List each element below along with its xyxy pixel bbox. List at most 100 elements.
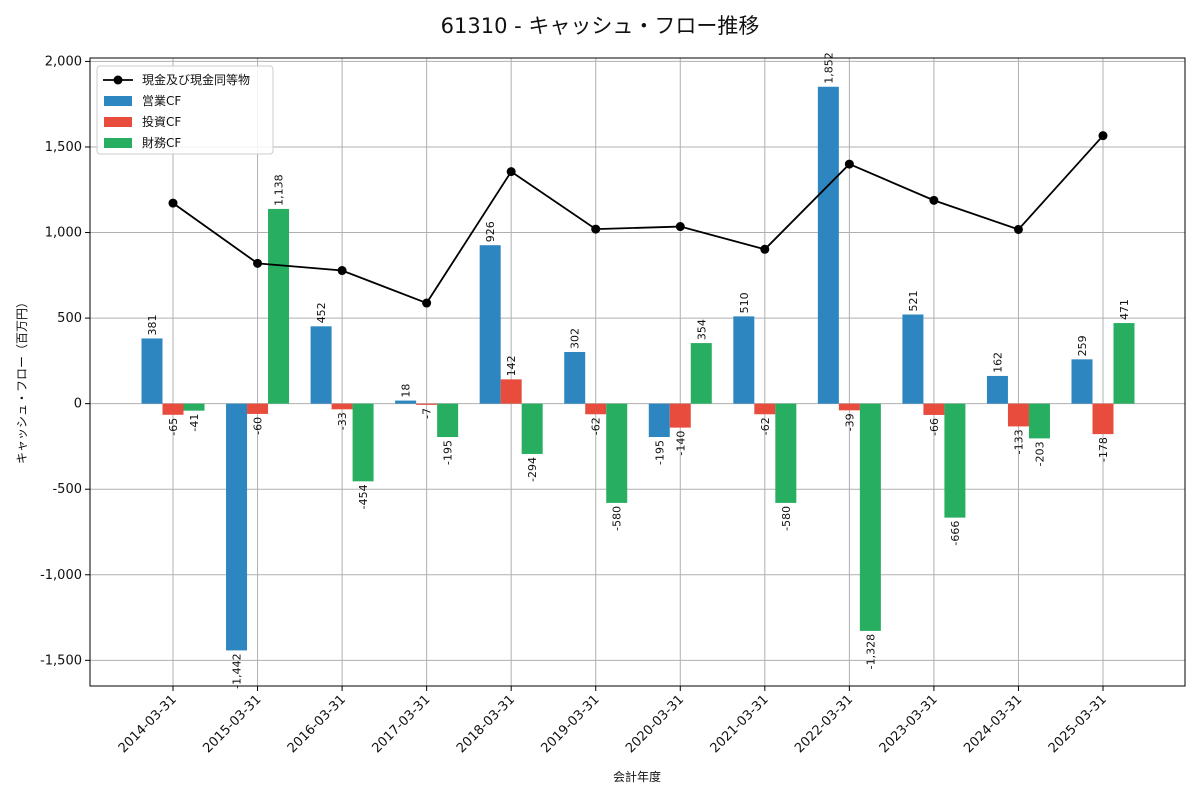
bar-投資CF-2015-03-31 xyxy=(247,403,269,414)
x-tick-label: 2022-03-31 xyxy=(792,692,856,756)
bar-value-label: -39 xyxy=(843,413,856,431)
y-axis-label: キャッシュ・フロー（百万円） xyxy=(15,296,29,464)
bar-value-label: -65 xyxy=(167,418,180,436)
bar-営業CF-2014-03-31 xyxy=(141,338,163,404)
bar-投資CF-2022-03-31 xyxy=(838,403,860,411)
bar-value-label: -1,442 xyxy=(231,653,244,688)
cash-point-2015-03-31 xyxy=(253,258,263,268)
bar-value-label: 452 xyxy=(315,302,328,323)
bar-value-label: -195 xyxy=(653,440,666,465)
bar-value-label: -60 xyxy=(252,417,265,435)
bar-value-label: -203 xyxy=(1033,441,1046,466)
bar-投資CF-2023-03-31 xyxy=(923,403,945,415)
x-tick-label: 2015-03-31 xyxy=(200,692,264,756)
cash-point-2014-03-31 xyxy=(168,198,178,208)
bar-財務CF-2025-03-31 xyxy=(1113,323,1135,404)
bar-value-label: 142 xyxy=(505,355,518,376)
legend-bar-swatch xyxy=(104,96,132,106)
bar-財務CF-2015-03-31 xyxy=(268,208,290,404)
bar-value-label: -580 xyxy=(780,506,793,531)
bar-value-label: -66 xyxy=(928,418,941,436)
bar-value-label: -62 xyxy=(759,417,772,435)
legend-label: 現金及び現金同等物 xyxy=(142,72,250,87)
bar-財務CF-2016-03-31 xyxy=(352,403,374,482)
cash-point-2019-03-31 xyxy=(591,224,601,234)
bar-投資CF-2025-03-31 xyxy=(1092,403,1114,435)
x-tick-label: 2023-03-31 xyxy=(877,692,941,756)
legend-label: 財務CF xyxy=(142,135,181,150)
bar-財務CF-2023-03-31 xyxy=(944,403,966,518)
legend-bar-swatch xyxy=(104,138,132,148)
bar-value-label: -454 xyxy=(357,484,370,509)
bar-value-label: 1,138 xyxy=(273,174,286,206)
bar-value-label: 259 xyxy=(1076,335,1089,356)
legend-label: 営業CF xyxy=(142,94,181,108)
bar-財務CF-2024-03-31 xyxy=(1028,403,1050,439)
bar-営業CF-2019-03-31 xyxy=(564,351,586,404)
bar-value-label: -195 xyxy=(442,440,455,465)
y-tick-label: -1,500 xyxy=(40,653,82,668)
bar-value-label: 18 xyxy=(400,384,413,398)
legend-marker xyxy=(113,75,123,85)
x-tick-label: 2016-03-31 xyxy=(285,692,349,756)
x-tick-label: 2014-03-31 xyxy=(116,692,180,756)
x-tick-label: 2025-03-31 xyxy=(1046,692,1110,756)
x-tick-label: 2018-03-31 xyxy=(454,692,518,756)
x-axis-label: 会計年度 xyxy=(613,769,661,784)
bar-財務CF-2021-03-31 xyxy=(775,403,797,503)
bar-value-label: -294 xyxy=(526,457,539,482)
bar-営業CF-2016-03-31 xyxy=(310,326,332,404)
bar-value-label: -666 xyxy=(949,521,962,546)
legend-label: 投資CF xyxy=(142,114,181,129)
bar-営業CF-2022-03-31 xyxy=(817,86,839,404)
bar-value-label: -580 xyxy=(611,506,624,531)
y-tick-label: 2,000 xyxy=(45,54,82,69)
bar-value-label: 162 xyxy=(991,352,1004,373)
bar-value-label: 1,852 xyxy=(822,52,835,84)
bar-投資CF-2021-03-31 xyxy=(754,403,776,415)
cash-point-2024-03-31 xyxy=(1013,224,1023,234)
y-tick-label: 1,000 xyxy=(45,226,82,241)
bar-value-label: 521 xyxy=(907,291,920,312)
y-tick-label: -500 xyxy=(52,482,82,497)
legend-box xyxy=(96,65,274,155)
x-tick-label: 2020-03-31 xyxy=(623,692,687,756)
bar-value-label: -1,328 xyxy=(864,634,877,669)
plot-frame xyxy=(89,57,1186,687)
cash-line xyxy=(172,135,1104,305)
chart-title: 61310 - キャッシュ・フロー推移 xyxy=(441,14,760,38)
y-tick-label: 500 xyxy=(57,311,82,326)
bar-value-label: 510 xyxy=(738,292,751,313)
x-tick-label: 2021-03-31 xyxy=(708,692,772,756)
line-layer xyxy=(168,131,1108,308)
bar-財務CF-2020-03-31 xyxy=(690,343,712,404)
bar-財務CF-2017-03-31 xyxy=(437,403,459,438)
bar-value-label: -62 xyxy=(590,417,603,435)
cash-point-2025-03-31 xyxy=(1098,131,1108,141)
bar-営業CF-2018-03-31 xyxy=(479,245,501,404)
bar-value-label: 302 xyxy=(569,328,582,349)
bar-財務CF-2019-03-31 xyxy=(606,403,628,503)
bar-value-label: -7 xyxy=(421,408,434,419)
bar-value-label: -33 xyxy=(336,412,349,430)
bar-営業CF-2020-03-31 xyxy=(648,403,670,438)
bar-value-label: 354 xyxy=(695,319,708,340)
x-tick-label: 2024-03-31 xyxy=(961,692,1025,756)
bar-投資CF-2016-03-31 xyxy=(331,403,353,410)
y-tick-label: -1,000 xyxy=(40,568,82,583)
bar-投資CF-2017-03-31 xyxy=(416,403,438,405)
bar-営業CF-2017-03-31 xyxy=(395,400,417,404)
cash-point-2021-03-31 xyxy=(760,244,770,254)
bar-投資CF-2020-03-31 xyxy=(669,403,691,428)
labels-layer: 381 -1,442 452 18 926 302 -195 510 1,852 521 162 25… xyxy=(146,52,1131,689)
cash-point-2018-03-31 xyxy=(506,167,516,177)
bar-営業CF-2024-03-31 xyxy=(986,375,1008,404)
y-tick-label: 1,500 xyxy=(45,140,82,155)
bar-value-label: -140 xyxy=(674,431,687,456)
x-tick-label: 2019-03-31 xyxy=(539,692,603,756)
bar-営業CF-2015-03-31 xyxy=(226,403,248,651)
legend-bar-swatch xyxy=(104,117,132,127)
bar-営業CF-2025-03-31 xyxy=(1071,359,1093,404)
